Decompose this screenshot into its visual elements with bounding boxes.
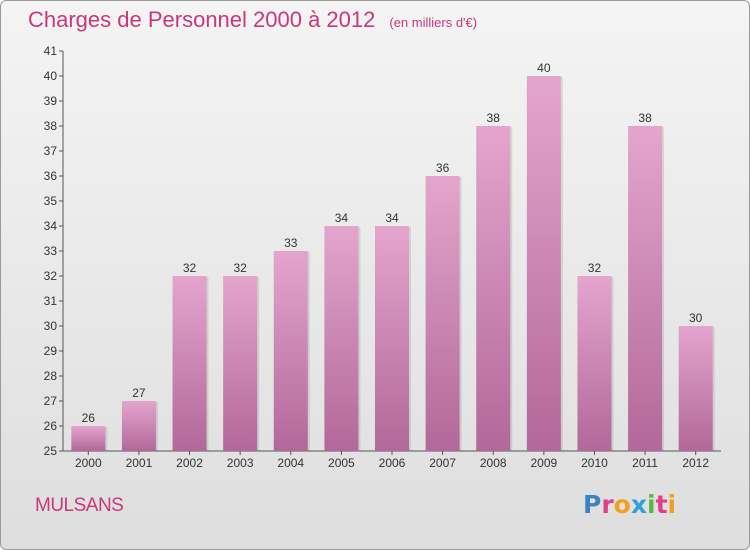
bar [223,276,258,451]
bar [172,276,207,451]
y-tick-label: 32 [44,269,58,283]
y-tick-label: 36 [44,169,58,183]
data-label: 32 [233,261,247,275]
logo-letter: i [667,490,677,519]
data-label: 30 [689,311,703,325]
logo-letter: r [601,490,614,519]
data-label: 40 [537,61,551,75]
y-tick-label: 31 [44,294,58,308]
y-tick-label: 25 [44,444,58,458]
chart-subtitle: (en milliers d'€) [389,15,478,30]
proxiti-logo[interactable]: Proxiti [583,490,676,519]
x-tick-label: 2000 [75,456,102,470]
x-tick-label: 2003 [227,456,254,470]
bar [375,226,409,451]
data-label: 33 [284,236,298,250]
data-label: 38 [487,111,501,125]
bar [71,426,106,451]
data-label: 27 [132,386,146,400]
bar [526,76,561,451]
y-tick-label: 34 [44,219,58,233]
x-tick-label: 2009 [530,456,557,470]
bar [577,276,612,451]
logo-letter: i [647,490,656,519]
y-tick-label: 33 [44,244,58,258]
y-tick-label: 27 [44,394,58,408]
bar [476,126,511,451]
logo-letter: o [613,490,631,519]
bar [425,176,460,451]
chart-bars [71,76,715,451]
logo-letter: x [630,490,647,519]
chart-title: Charges de Personnel 2000 à 2012 [28,7,376,32]
commune-name: MULSANS [35,495,124,516]
logo-letter: t [655,490,668,519]
y-tick-label: 26 [44,419,58,433]
y-tick-label: 40 [44,69,58,83]
y-tick-label: 37 [44,144,58,158]
data-label: 34 [385,211,399,225]
data-label: 32 [183,261,197,275]
y-tick-label: 29 [44,344,58,358]
data-label: 38 [638,111,652,125]
bar [273,251,308,451]
data-label: 34 [335,211,349,225]
data-label: 36 [436,161,450,175]
x-tick-label: 2010 [581,456,608,470]
bar [678,326,713,451]
x-tick-label: 2004 [277,456,304,470]
bar [324,226,359,451]
y-tick-label: 39 [44,94,58,108]
x-tick-label: 2011 [632,456,658,470]
y-tick-label: 30 [44,319,58,333]
x-tick-label: 2008 [480,456,507,470]
y-tick-label: 28 [44,369,58,383]
x-tick-label: 2001 [126,456,153,470]
y-tick-label: 41 [44,44,58,58]
bar [628,126,663,451]
data-label: 26 [82,411,96,425]
chart-axes: 25 26 27 28 29 30 31 32 33 34 35 36 37 38 39 40 41 [44,44,721,458]
bar [121,401,156,451]
x-tick-label: 2007 [429,456,456,470]
chart-labels: 2000 26 2001 27 2002 32 2003 32 2004 33 2005 34 2006… [75,61,709,470]
x-tick-label: 2002 [176,456,203,470]
y-tick-label: 38 [44,119,58,133]
chart-title-group: Charges de Personnel 2000 à 2012 (en mill… [28,7,477,33]
logo-letter: P [583,490,602,519]
x-tick-label: 2012 [682,456,709,470]
data-label: 32 [588,261,602,275]
x-tick-label: 2006 [379,456,406,470]
y-tick-label: 35 [44,194,58,208]
x-tick-label: 2005 [328,456,355,470]
